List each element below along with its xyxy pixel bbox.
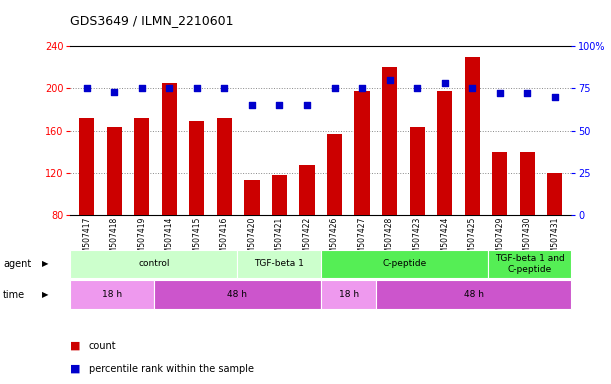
Point xyxy=(440,80,450,86)
Text: control: control xyxy=(138,260,169,268)
Bar xyxy=(134,118,150,300)
Bar xyxy=(409,127,425,300)
Point xyxy=(164,85,174,91)
Point xyxy=(219,85,229,91)
Point xyxy=(192,85,202,91)
Text: 18 h: 18 h xyxy=(102,290,122,299)
Point xyxy=(274,102,284,108)
Text: count: count xyxy=(89,341,116,351)
Point xyxy=(385,77,395,83)
Bar xyxy=(547,173,562,300)
Point xyxy=(495,90,505,96)
Point xyxy=(467,85,477,91)
Text: 48 h: 48 h xyxy=(464,290,484,299)
Text: ■: ■ xyxy=(70,341,81,351)
Bar xyxy=(520,152,535,300)
Text: GDS3649 / ILMN_2210601: GDS3649 / ILMN_2210601 xyxy=(70,14,234,27)
Point xyxy=(412,85,422,91)
Point xyxy=(302,102,312,108)
Point xyxy=(357,85,367,91)
Text: agent: agent xyxy=(3,259,31,269)
Point xyxy=(137,85,147,91)
Bar xyxy=(79,118,94,300)
Bar xyxy=(437,91,452,300)
Text: 48 h: 48 h xyxy=(227,290,247,299)
Point xyxy=(109,89,119,95)
Text: TGF-beta 1: TGF-beta 1 xyxy=(254,260,304,268)
Bar xyxy=(327,134,342,300)
Bar xyxy=(217,118,232,300)
Point xyxy=(82,85,92,91)
Text: ■: ■ xyxy=(70,364,81,374)
Point xyxy=(522,90,532,96)
Bar xyxy=(382,67,397,300)
Text: TGF-beta 1 and
C-peptide: TGF-beta 1 and C-peptide xyxy=(495,254,565,274)
Point xyxy=(550,94,560,100)
Text: ▶: ▶ xyxy=(42,290,48,299)
Bar xyxy=(272,175,287,300)
Bar xyxy=(244,180,260,300)
Bar xyxy=(492,152,507,300)
Bar xyxy=(162,83,177,300)
Bar xyxy=(189,121,205,300)
Bar xyxy=(299,166,315,300)
Bar xyxy=(464,56,480,300)
Text: 18 h: 18 h xyxy=(338,290,359,299)
Bar xyxy=(107,127,122,300)
Bar xyxy=(354,91,370,300)
Text: C-peptide: C-peptide xyxy=(382,260,426,268)
Text: ▶: ▶ xyxy=(42,260,48,268)
Text: percentile rank within the sample: percentile rank within the sample xyxy=(89,364,254,374)
Point xyxy=(330,85,340,91)
Point xyxy=(247,102,257,108)
Text: time: time xyxy=(3,290,25,300)
